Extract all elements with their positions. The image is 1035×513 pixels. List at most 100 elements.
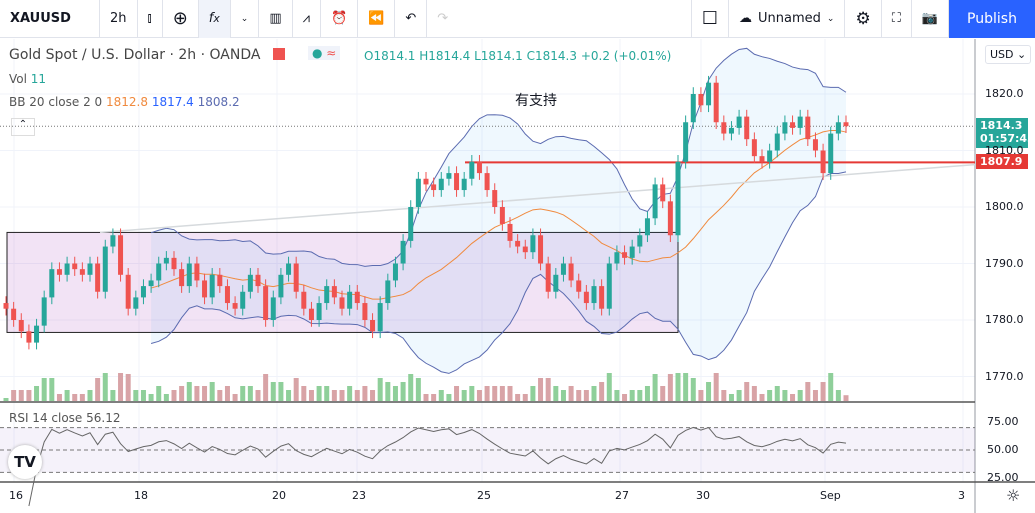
volume-bar — [774, 386, 780, 401]
price-tick: 1820.0 — [985, 87, 1024, 100]
candle — [370, 320, 376, 332]
volume-bar — [232, 394, 238, 401]
chart-annotation[interactable]: 有支持 — [515, 93, 557, 109]
candle — [79, 269, 85, 275]
camera-icon[interactable]: 📷 — [912, 0, 949, 38]
chart-canvas[interactable] — [0, 39, 1035, 513]
candle — [728, 127, 734, 134]
candle — [843, 122, 849, 127]
volume-bar — [690, 378, 696, 401]
rsi-line — [28, 426, 847, 507]
volume-bar — [423, 394, 429, 401]
volume-bar — [385, 382, 391, 401]
rsi-tick: 75.00 — [987, 415, 1019, 428]
undo-icon[interactable]: ↶ — [395, 0, 428, 38]
gear-icon[interactable]: ⚙ — [845, 0, 882, 38]
candle — [835, 122, 841, 134]
currency-select[interactable]: USD ⌄ — [985, 45, 1032, 64]
time-tick: 16 — [9, 489, 23, 502]
volume-bar — [34, 386, 40, 401]
interval-button[interactable]: 2h — [100, 0, 138, 38]
bb-upper — [150, 47, 847, 267]
redo-icon[interactable]: ↷ — [437, 11, 449, 26]
candle — [583, 291, 589, 304]
candle — [26, 331, 32, 343]
time-tick: 20 — [272, 489, 286, 502]
volume-bar — [736, 390, 742, 401]
volume-bar — [706, 382, 712, 401]
candle — [156, 263, 162, 281]
volume-bar — [408, 374, 414, 401]
volume-bar — [507, 386, 513, 401]
volume-bar — [194, 386, 200, 401]
flag-icon[interactable] — [273, 48, 285, 60]
volume-bar — [843, 395, 849, 401]
volume-bar — [156, 386, 162, 401]
candle — [49, 269, 55, 298]
candle — [324, 286, 330, 304]
candle — [782, 122, 788, 134]
candle — [660, 184, 666, 202]
volume-bar — [186, 382, 192, 401]
candles-icon[interactable]: ⫾ — [138, 0, 163, 38]
candle — [576, 280, 582, 292]
volume-legend: Vol 11 — [9, 72, 47, 86]
layout-button[interactable]: ☁ Unnamed ⌄ — [729, 0, 846, 38]
volume-bar — [553, 386, 559, 401]
layout-name: Unnamed — [758, 11, 821, 26]
candle — [308, 308, 314, 320]
candle — [812, 139, 818, 151]
candle — [331, 286, 337, 298]
volume-bar — [263, 374, 269, 401]
alert-icon[interactable]: ⏰ — [321, 0, 359, 38]
volume-bar — [171, 390, 177, 401]
volume-bar — [79, 394, 85, 401]
volume-bar — [202, 386, 208, 401]
volume-bar — [431, 394, 437, 401]
candle — [423, 178, 429, 185]
collapse-legend-button[interactable]: ⌃ — [11, 118, 35, 136]
volume-bar — [56, 394, 62, 401]
candle — [224, 286, 230, 304]
square-icon[interactable]: ☐ — [690, 0, 730, 38]
add-indicator-icon[interactable]: ⊕ — [163, 0, 199, 38]
volume-bar — [125, 374, 131, 401]
chevron-down-icon[interactable]: ⌄ — [231, 0, 260, 38]
candle — [255, 274, 261, 287]
symbol-search-button[interactable]: XAUUSD — [0, 0, 100, 38]
candle — [721, 122, 727, 134]
candle — [171, 257, 177, 270]
candle — [87, 263, 93, 275]
candle — [34, 325, 40, 343]
candle — [713, 82, 719, 123]
bb-legend: BB 20 close 2 0 1812.8 1817.4 1808.2 — [9, 95, 240, 109]
tradingview-logo[interactable]: TV — [8, 445, 42, 479]
candle — [64, 263, 70, 275]
candle — [820, 150, 826, 174]
settings-sun-icon[interactable]: ☼ — [1006, 486, 1021, 505]
volume-bar — [767, 390, 773, 401]
volume-bar — [41, 378, 47, 401]
price-tick: 1810.0 — [985, 143, 1024, 157]
replay-icon[interactable]: ⏪ — [358, 0, 396, 38]
bar-chart-icon[interactable]: ▥ — [259, 0, 293, 38]
volume-bar — [599, 382, 605, 401]
volume-bar — [110, 390, 116, 401]
volume-bar — [118, 373, 124, 401]
candle — [286, 263, 292, 275]
volume-bar — [240, 386, 246, 401]
volume-bar — [751, 386, 757, 401]
candle — [751, 139, 757, 157]
volume-bar — [354, 390, 360, 401]
candle — [606, 263, 612, 309]
candle — [774, 133, 780, 151]
time-tick: 25 — [477, 489, 491, 502]
price-tick: 1770.0 — [985, 369, 1024, 383]
compare-icon[interactable]: ⩘ — [293, 0, 321, 38]
publish-button[interactable]: Publish — [949, 0, 1035, 38]
candle — [95, 263, 101, 292]
fullscreen-icon[interactable]: ⛶ — [882, 0, 912, 38]
volume-bar — [255, 390, 261, 401]
candle — [622, 252, 628, 258]
